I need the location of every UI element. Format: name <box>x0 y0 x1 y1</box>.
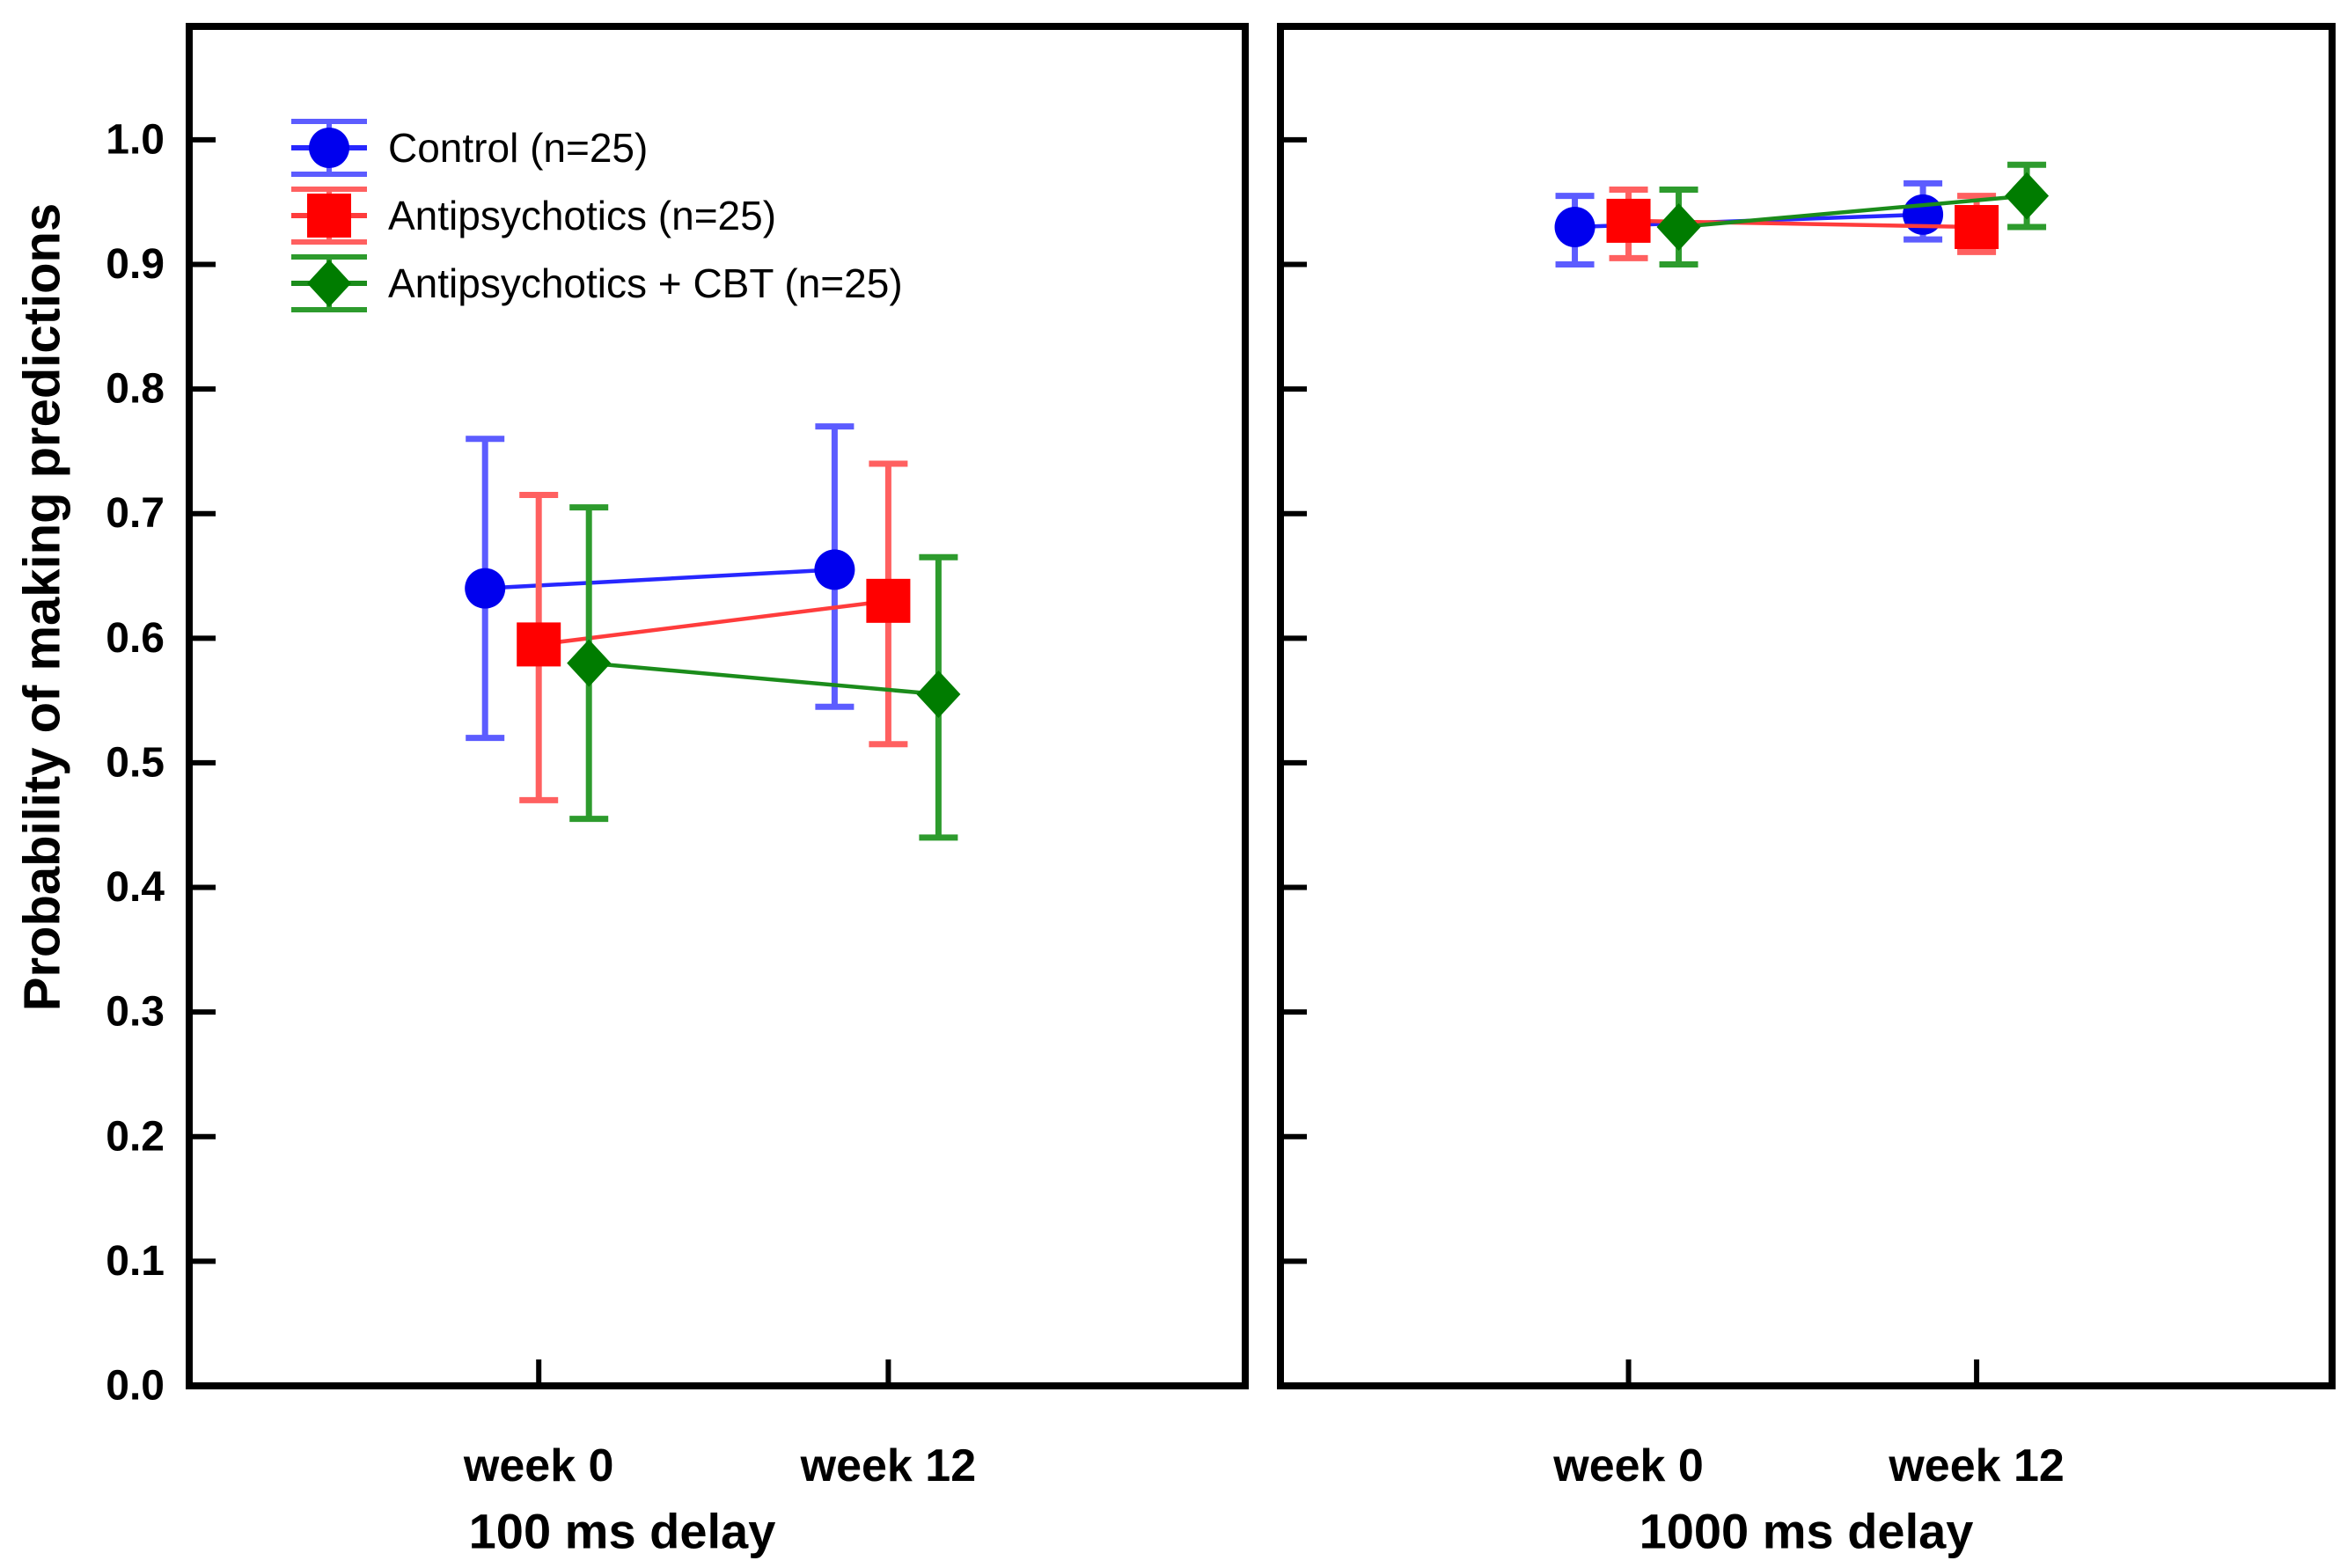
series-diamond <box>567 504 961 841</box>
y-tick-label: 0.2 <box>106 1113 165 1160</box>
plot-border <box>1277 23 2336 1389</box>
legend-entry: Antipsychotics + CBT (n=25) <box>291 254 903 312</box>
plot-border <box>186 23 1249 1389</box>
data-point <box>517 622 561 667</box>
y-tick-label: 0.0 <box>106 1363 165 1410</box>
y-tick-label: 0.8 <box>106 366 165 413</box>
y-tick-label: 0.1 <box>106 1238 165 1285</box>
series-diamond <box>1656 161 2050 267</box>
legend: Control (n=25) Antipsychotics (n=25) Antip… <box>291 119 903 312</box>
data-point <box>814 549 855 590</box>
y-tick-label: 0.4 <box>106 864 165 911</box>
data-point <box>1656 202 1701 251</box>
x-tick-label: week 12 <box>800 1440 977 1491</box>
x-tick-label: week 0 <box>1552 1440 1704 1491</box>
series-line <box>589 661 939 697</box>
legend-marker-circle <box>309 128 349 168</box>
x-tick-label: week 0 <box>463 1440 614 1491</box>
legend-label: Control (n=25) <box>388 125 648 171</box>
data-point <box>866 578 911 623</box>
data-point <box>567 639 612 687</box>
legend-label: Antipsychotics + CBT (n=25) <box>388 260 903 306</box>
series-circle <box>465 423 855 742</box>
panel-100-ms-delay: 0.0 0.1 0.2 0.3 0.4 0.5 0.6 0.7 0.8 0.9 1.0 week 0 w… <box>106 23 1249 1559</box>
y-tick-label: 0.6 <box>106 615 165 662</box>
y-tick-label: 0.5 <box>106 739 165 786</box>
data-point <box>1606 198 1651 243</box>
legend-entry: Antipsychotics (n=25) <box>291 187 776 245</box>
series-line <box>538 598 889 647</box>
y-tick-label: 1.0 <box>106 116 165 163</box>
series-square <box>517 460 911 803</box>
series-line <box>1678 194 2028 230</box>
legend-label: Antipsychotics (n=25) <box>388 193 776 238</box>
y-tick-label: 0.7 <box>106 490 165 537</box>
legend-entry: Control (n=25) <box>291 119 648 177</box>
panel-title: 1000 ms delay <box>1639 1504 1974 1559</box>
legend-marker-diamond <box>307 260 351 307</box>
y-tick-label: 0.3 <box>106 989 165 1036</box>
data-point <box>1554 206 1595 247</box>
panel-title: 100 ms delay <box>469 1504 776 1559</box>
panel-1000-ms-delay: week 0 week 12 1000 ms delay <box>1277 23 2336 1559</box>
legend-marker-square <box>307 194 351 238</box>
data-point <box>2005 172 2050 220</box>
y-tick-label: 0.9 <box>106 241 165 288</box>
data-point <box>1903 194 1944 235</box>
x-tick-label: week 12 <box>1888 1440 2065 1491</box>
data-point <box>1955 204 1999 249</box>
series-line <box>485 568 835 590</box>
data-point <box>916 670 961 719</box>
y-axis-title: Probability of making predictions <box>13 202 71 1012</box>
data-point <box>465 568 506 609</box>
